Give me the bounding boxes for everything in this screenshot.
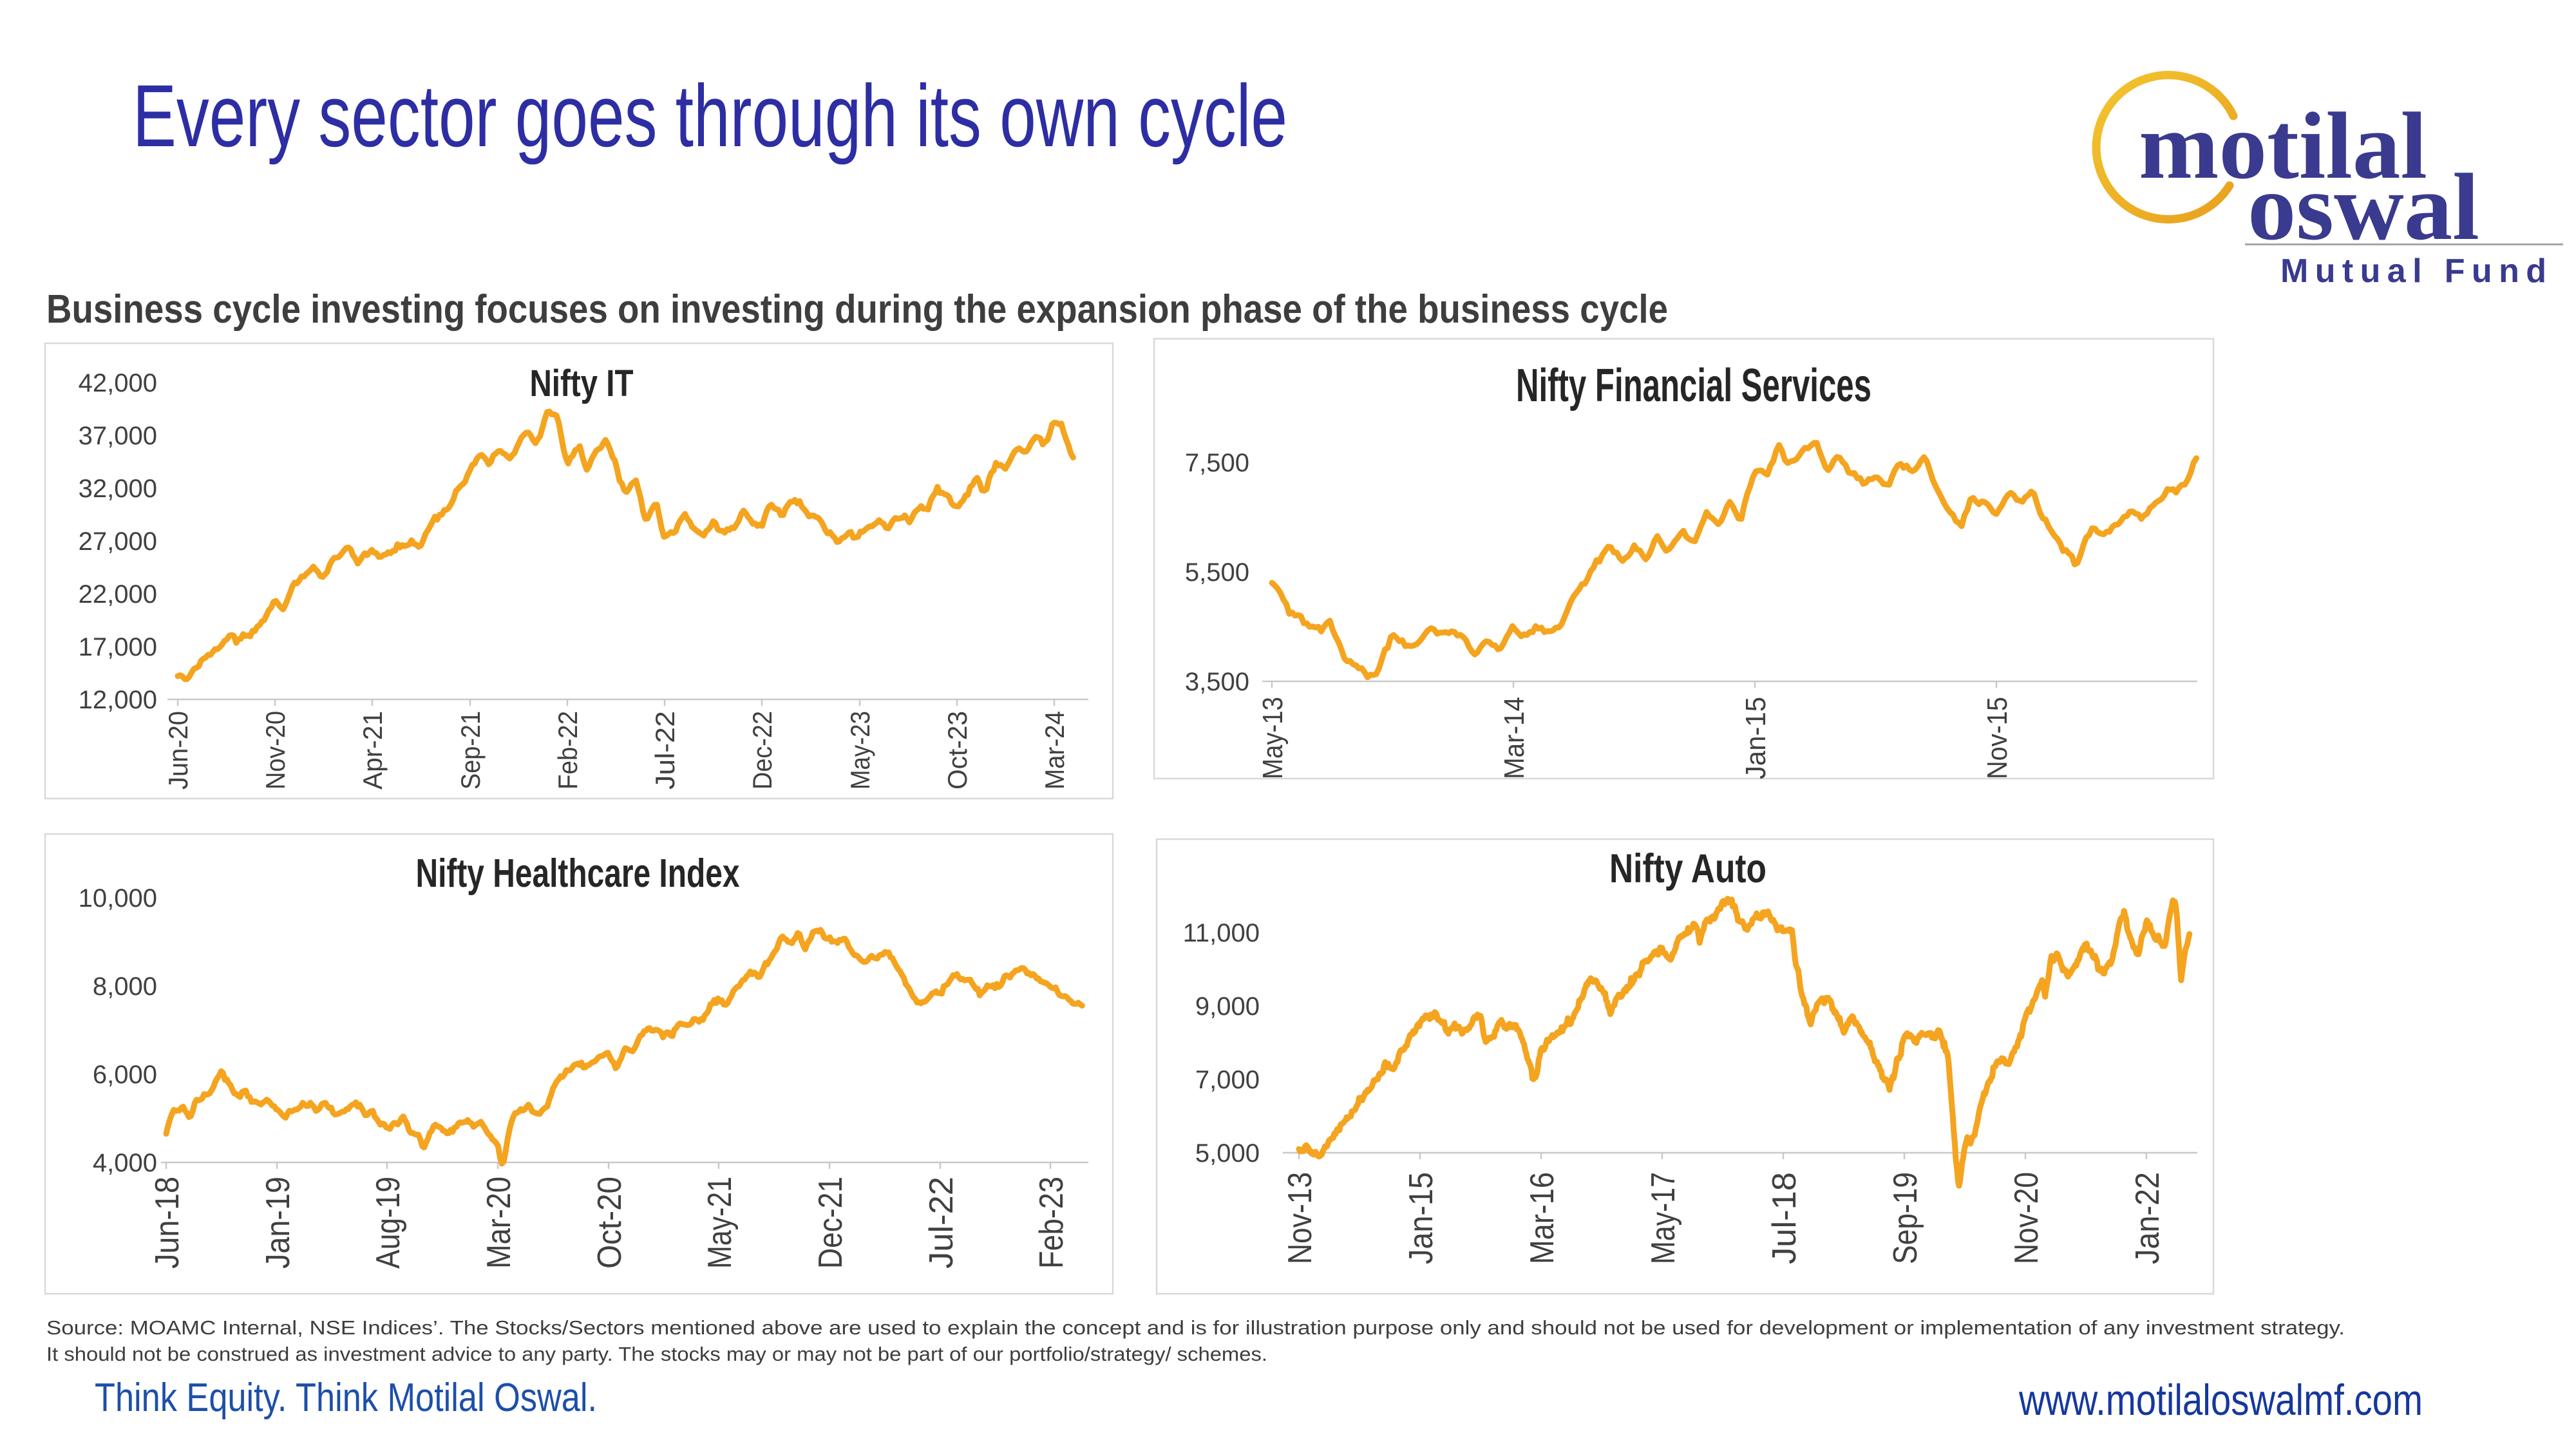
svg-text:Dec-22: Dec-22 [747, 711, 777, 790]
svg-text:Nifty Auto: Nifty Auto [1609, 846, 1766, 891]
svg-text:Apr-21: Apr-21 [357, 711, 388, 790]
svg-text:Jan-19: Jan-19 [260, 1177, 297, 1269]
svg-text:Nifty Financial Services: Nifty Financial Services [1516, 360, 1871, 412]
svg-text:22,000: 22,000 [79, 580, 157, 609]
svg-text:Feb-23: Feb-23 [1033, 1177, 1070, 1269]
svg-text:Jan-22: Jan-22 [2129, 1172, 2166, 1264]
svg-text:4,000: 4,000 [93, 1149, 157, 1177]
svg-text:Jun-20: Jun-20 [163, 711, 193, 790]
svg-text:9,000: 9,000 [1195, 992, 1260, 1021]
svg-text:motilal: motilal [2139, 93, 2427, 199]
svg-text:May-13: May-13 [1257, 697, 1289, 779]
svg-text:It should not be construed as: It should not be construed as investment… [46, 1343, 1267, 1365]
svg-text:Sep-21: Sep-21 [455, 711, 486, 790]
svg-text:5,500: 5,500 [1185, 558, 1249, 587]
svg-text:Jul-18: Jul-18 [1766, 1172, 1803, 1264]
svg-text:Mutual Fund: Mutual Fund [2280, 252, 2546, 290]
svg-text:12,000: 12,000 [79, 686, 157, 714]
svg-text:oswal: oswal [2248, 155, 2479, 260]
svg-text:www.motilaloswalmf.com: www.motilaloswalmf.com [2018, 1376, 2423, 1425]
svg-text:Nifty IT: Nifty IT [530, 363, 634, 404]
svg-text:Mar-14: Mar-14 [1499, 697, 1530, 779]
svg-text:10,000: 10,000 [79, 884, 157, 913]
svg-text:May-21: May-21 [701, 1177, 739, 1269]
svg-text:Jun-18: Jun-18 [149, 1177, 186, 1269]
svg-text:7,500: 7,500 [1185, 449, 1249, 477]
svg-text:Jan-15: Jan-15 [1403, 1172, 1440, 1264]
svg-text:Jul-22: Jul-22 [923, 1177, 960, 1269]
svg-text:32,000: 32,000 [79, 475, 157, 503]
svg-text:Nov-15: Nov-15 [1982, 697, 2013, 779]
svg-text:6,000: 6,000 [93, 1061, 157, 1089]
svg-text:Sep-19: Sep-19 [1887, 1172, 1924, 1264]
svg-text:May-17: May-17 [1645, 1172, 1682, 1264]
svg-text:Nov-13: Nov-13 [1282, 1172, 1319, 1264]
svg-text:Source: MOAMC Internal, NSE In: Source: MOAMC Internal, NSE Indices’. Th… [46, 1316, 2345, 1339]
svg-text:Aug-19: Aug-19 [370, 1177, 407, 1269]
svg-text:17,000: 17,000 [79, 633, 157, 661]
svg-text:Feb-22: Feb-22 [553, 711, 583, 790]
svg-text:May-23: May-23 [845, 711, 875, 790]
svg-text:5,000: 5,000 [1195, 1139, 1260, 1168]
svg-text:42,000: 42,000 [79, 369, 157, 397]
svg-text:Nov-20: Nov-20 [2008, 1172, 2045, 1264]
svg-text:3,500: 3,500 [1185, 668, 1249, 696]
svg-text:Every sector goes through its: Every sector goes through its own cycle [133, 67, 1287, 166]
svg-text:Business cycle investing focus: Business cycle investing focuses on inve… [46, 287, 1668, 332]
svg-text:27,000: 27,000 [79, 527, 157, 556]
svg-text:Oct-20: Oct-20 [591, 1177, 629, 1269]
svg-text:11,000: 11,000 [1183, 919, 1260, 947]
svg-text:Dec-21: Dec-21 [812, 1177, 849, 1269]
svg-text:Jan-15: Jan-15 [1740, 697, 1772, 779]
svg-text:Nov-20: Nov-20 [260, 711, 290, 790]
svg-text:Jul-22: Jul-22 [650, 711, 680, 790]
svg-text:7,000: 7,000 [1195, 1066, 1260, 1094]
svg-text:Nifty Healthcare Index: Nifty Healthcare Index [416, 851, 740, 896]
svg-text:Oct-23: Oct-23 [942, 711, 972, 790]
svg-text:Mar-24: Mar-24 [1039, 711, 1070, 790]
svg-text:Think Equity. Think Motilal Os: Think Equity. Think Motilal Oswal. [95, 1376, 597, 1420]
svg-text:8,000: 8,000 [93, 972, 157, 1001]
svg-text:Mar-16: Mar-16 [1524, 1172, 1561, 1264]
svg-text:37,000: 37,000 [79, 422, 157, 450]
svg-text:Mar-20: Mar-20 [480, 1177, 518, 1269]
